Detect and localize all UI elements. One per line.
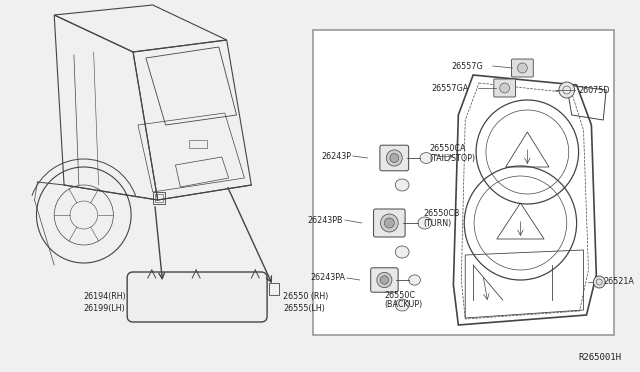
Circle shape [380,276,388,284]
Text: 26521A: 26521A [604,278,634,286]
Text: 26243P: 26243P [321,151,351,160]
Text: 26199(LH): 26199(LH) [84,304,125,312]
FancyBboxPatch shape [371,268,398,292]
FancyBboxPatch shape [380,145,409,171]
Text: 26075D: 26075D [579,86,610,94]
Text: 26550CA: 26550CA [429,144,467,153]
Circle shape [559,82,575,98]
Ellipse shape [396,246,409,258]
Circle shape [385,218,394,228]
Text: 26550 (RH): 26550 (RH) [283,292,328,301]
Bar [153,192,164,204]
Circle shape [377,272,392,288]
FancyBboxPatch shape [374,209,405,237]
Text: (BACKUP): (BACKUP) [385,301,422,310]
Text: 26550CB: 26550CB [424,208,460,218]
Circle shape [390,154,399,163]
Ellipse shape [420,153,433,163]
Ellipse shape [396,299,409,311]
FancyBboxPatch shape [511,59,533,77]
Circle shape [518,63,527,73]
Circle shape [387,150,403,166]
Text: 26243PA: 26243PA [310,273,345,282]
Text: 26550C: 26550C [385,291,415,299]
Text: 26557GA: 26557GA [431,83,468,93]
Circle shape [500,83,509,93]
FancyBboxPatch shape [127,272,267,322]
Text: 26194(RH): 26194(RH) [84,292,127,301]
FancyBboxPatch shape [494,79,515,97]
Text: 26557G: 26557G [451,61,483,71]
Bar [189,140,207,148]
Text: (TAIL/STOP): (TAIL/STOP) [429,154,476,163]
Bar [155,194,163,202]
Bar [269,283,279,295]
Text: (TURN): (TURN) [424,218,452,228]
Bar [314,30,614,335]
Ellipse shape [396,179,409,191]
Text: 26555(LH): 26555(LH) [283,304,324,312]
Ellipse shape [418,217,432,229]
Circle shape [593,276,605,288]
Text: R265001H: R265001H [578,353,621,362]
Circle shape [380,214,398,232]
Ellipse shape [409,275,420,285]
Text: 26243PB: 26243PB [307,215,343,224]
